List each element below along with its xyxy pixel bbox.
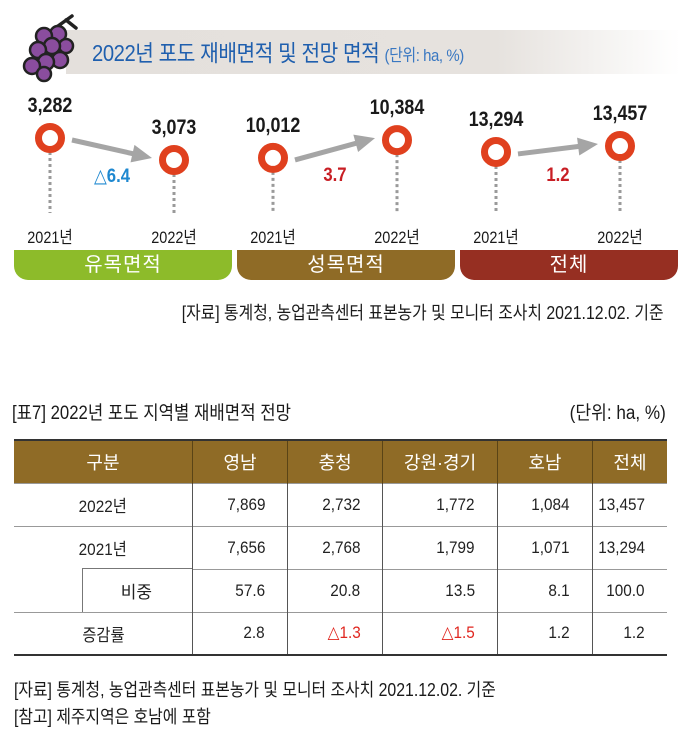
table-cell: 1.2 [591,611,667,656]
grape-icon [22,14,78,83]
table-cell: 100.0 [591,568,667,612]
panel-chart-svg [481,131,635,213]
trend-arrow-head [577,137,598,156]
table-source-note: [자료] 통계청, 농업관측센터 표본농가 및 모니터 조사치 2021.12.… [14,680,496,700]
table-cell: 13,457 [591,482,667,526]
row-label: 2021년 [14,525,193,569]
table-cell: 2,768 [287,525,383,569]
row-label: 증감률 [14,611,193,656]
marker-2021 [481,136,511,167]
table-cell: 7,869 [191,482,288,526]
title-unit: (단위: ha, %) [384,46,465,65]
table-cell: △1.5 [382,611,498,656]
table-row-change-rate: 증감률 2.8 △1.3 △1.5 1.2 1.2 [14,611,667,656]
table-header-row: 구분 영남 충청 강원·경기 호남 전체 [14,439,667,483]
table-cell: 1,772 [382,482,498,526]
table-row-2022: 2022년 7,869 2,732 1,772 1,084 13,457 [14,482,667,526]
table-row-2021: 2021년 7,656 2,768 1,799 1,071 13,294 [14,525,667,569]
panel-chart-svg [258,125,412,213]
table-cell: 20.8 [287,568,383,612]
table-cell: 1,071 [496,525,593,569]
title-text: 2022년 포도 재배면적 및 전망 면적 [92,40,380,66]
value-label-2021: 3,282 [27,94,73,117]
table-cell: 13.5 [382,568,498,612]
table-cell: 13,294 [591,525,667,569]
marker-2021 [258,142,288,173]
category-label-bar: 전체 [460,250,678,280]
year-label: 2022년 [151,228,197,247]
table-cell: 1,799 [382,525,498,569]
value-label-2022: 3,073 [151,116,197,139]
year-label: 2021년 [250,228,296,247]
row-label: 2022년 [14,482,193,526]
header-total: 전체 [591,439,667,483]
value-label-2021: 13,294 [468,107,524,131]
marker-2021 [35,123,65,153]
marker-2022 [382,125,412,156]
change-rate-label: 1.2 [546,165,570,186]
panel-chart-svg [35,123,189,213]
trend-arrow-head [353,134,375,153]
table-row-share: 비중 57.6 20.8 13.5 8.1 100.0 [14,568,667,612]
header-chungcheong: 충청 [287,439,383,483]
change-rate-label: △6.4 [93,166,131,187]
marker-2022 [159,145,189,175]
trend-arrow-head [130,144,152,163]
value-label-2022: 10,384 [369,96,425,120]
trend-arrow-shaft [294,139,361,163]
table-cell: △1.3 [287,611,383,656]
year-label: 2022년 [374,228,420,247]
table-cell: 2,732 [287,482,383,526]
year-label: 2021년 [473,228,519,247]
change-rate-label: 3.7 [323,165,347,186]
table-title: [표7] 2022년 포도 지역별 재배면적 전망 [12,403,291,424]
trend-arrow-shaft [517,143,583,157]
header-honam: 호남 [496,439,593,483]
table-cell: 1.2 [496,611,593,656]
header-category: 구분 [14,439,193,483]
region-area-table: 구분 영남 충청 강원·경기 호남 전체 2022년 7,869 2,732 1… [14,439,667,656]
category-label-bar: 성목면적 [237,250,455,280]
row-label: 비중 [14,568,192,612]
year-label: 2022년 [597,228,643,247]
table-cell: 7,656 [191,525,288,569]
table-cell: 1,084 [496,482,593,526]
sub-row-divider [82,568,192,612]
category-label-bar: 유목면적 [14,250,232,280]
marker-2022 [605,131,635,162]
table-unit: (단위: ha, %) [569,403,666,424]
page-title: 2022년 포도 재배면적 및 전망 면적 (단위: ha, %) [92,34,464,68]
value-label-2022: 13,457 [592,102,648,126]
header-gangwon-gyeonggi: 강원·경기 [382,439,498,483]
table-cell: 57.6 [191,568,288,612]
chart-source-note: [자료] 통계청, 농업관측센터 표본농가 및 모니터 조사치 2021.12.… [182,303,664,323]
title-banner [66,30,680,74]
year-label: 2021년 [27,228,73,247]
table-cell: 8.1 [496,568,593,612]
value-label-2021: 10,012 [245,113,301,137]
header-yeongnam: 영남 [191,439,288,483]
table-cell: 2.8 [191,611,288,656]
table-reference-note: [참고] 제주지역은 호남에 포함 [14,707,211,727]
trend-arrow-shaft [71,137,137,157]
